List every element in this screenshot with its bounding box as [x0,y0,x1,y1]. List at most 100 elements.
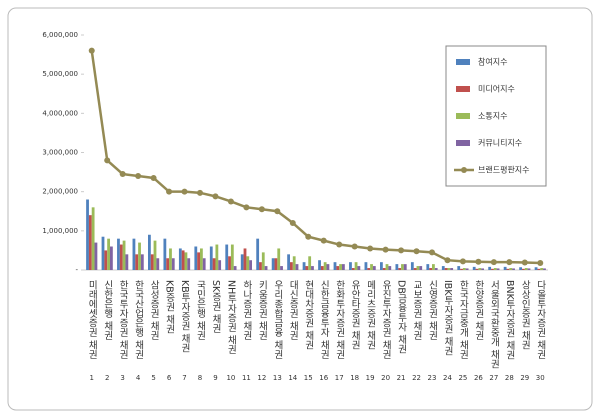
line-marker [382,246,389,253]
bar [503,266,507,270]
line-marker [367,245,374,252]
bar [380,262,383,270]
category-number: 26 [474,374,483,382]
x-tick-label: 한국투자증권 채권 [117,280,128,359]
category-number: 18 [350,374,359,382]
bar [488,266,492,270]
line-marker [305,233,312,240]
x-tick-label: 한화투자증권 채권 [334,280,345,359]
bar [194,246,198,270]
x-tick-label: 메리츠증권 채권 [365,280,376,350]
bar [308,256,312,270]
bar [432,264,435,270]
bar [496,268,500,270]
y-tick-label: 1,000,000 [42,227,78,235]
bar [534,267,538,270]
bar [122,240,126,270]
legend-swatch [456,86,470,92]
category-number: 2 [105,374,109,382]
bar [416,266,420,270]
bar [202,258,206,270]
bar [292,256,296,270]
bar [333,262,337,270]
line-marker [227,198,234,205]
bar [540,268,544,270]
bar [326,264,330,270]
line-marker [166,188,173,195]
bar [135,254,139,270]
bar [491,268,494,270]
x-tick-label: 유진투자증권 채권 [380,280,391,359]
bar [413,268,417,270]
bar [403,264,407,270]
line-marker [258,206,265,213]
legend-label: 참여지수 [478,57,507,67]
legend-swatch [456,113,470,119]
bar [354,262,358,270]
bar [462,268,466,270]
category-number: 14 [288,374,297,382]
bar [104,250,108,270]
y-tick-label: 6,000,000 [42,31,78,39]
bar [91,207,95,270]
bar [357,266,361,270]
line-marker [429,249,435,256]
x-tick-label: 교보증권 채권 [411,280,422,340]
x-tick-label: 한국산업은행 채권 [133,280,144,359]
bar [364,262,368,270]
bar [233,266,237,270]
bar [522,268,525,270]
x-tick-label: SK증권 채권 [210,280,221,333]
bar [478,268,482,270]
legend-swatch [456,59,470,65]
line-marker [336,241,343,248]
line-marker [212,193,219,200]
bar [88,215,92,270]
bar [264,266,268,270]
category-number: 24 [443,374,452,382]
bar [351,268,355,270]
line-marker [537,259,544,266]
bar [527,268,531,270]
x-tick-label: 우리종합금융 채권 [272,280,283,359]
bar [444,268,448,270]
bar [171,258,175,270]
bar [295,264,299,270]
x-tick-label: 키움증권 채권 [256,280,267,340]
bar [311,266,314,270]
bar [150,254,154,270]
line-marker [104,157,111,164]
bar [156,258,160,270]
bar [419,266,423,270]
bar [110,246,113,270]
bar [259,262,262,270]
legend-swatch [456,140,470,146]
bar [166,258,170,270]
line-marker [398,247,405,254]
category-number: 13 [273,374,282,382]
line-marker [320,237,327,244]
bar [441,266,445,270]
bar [230,244,234,270]
bar [349,262,352,270]
category-number: 30 [536,374,545,382]
bar [410,262,414,270]
category-number: 21 [397,374,406,382]
bar [163,238,167,270]
bar [181,250,185,270]
category-number: 8 [198,374,202,382]
bar [215,244,219,270]
bar [148,234,151,270]
bar [457,266,461,270]
bar [305,266,309,270]
legend-label: 소통지수 [478,112,507,121]
line-marker [490,259,497,266]
bar [385,264,389,270]
bar [493,268,497,270]
bar [367,268,371,270]
category-number: 1 [89,374,93,382]
category-number: 23 [428,374,437,382]
bar [132,238,136,270]
